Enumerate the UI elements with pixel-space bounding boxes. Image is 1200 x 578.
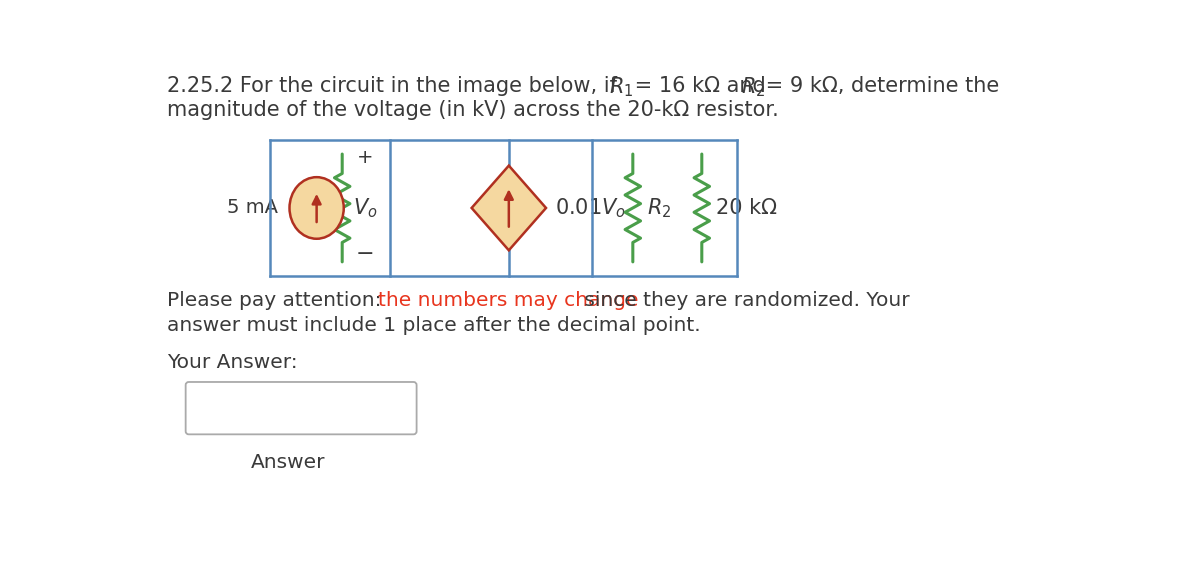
Ellipse shape — [289, 177, 343, 239]
Text: $R_2$: $R_2$ — [647, 196, 671, 220]
Text: −: − — [356, 244, 374, 264]
Text: answer must include 1 place after the decimal point.: answer must include 1 place after the de… — [167, 316, 701, 335]
Text: 5 mA: 5 mA — [227, 198, 278, 217]
Text: = 16 kΩ and: = 16 kΩ and — [628, 76, 773, 95]
Text: $V_o$: $V_o$ — [353, 196, 378, 220]
Text: 2.25.2 For the circuit in the image below, if: 2.25.2 For the circuit in the image belo… — [167, 76, 624, 95]
Text: +: + — [358, 147, 373, 166]
Text: $R_1$: $R_1$ — [301, 196, 325, 220]
Text: $R_2$: $R_2$ — [740, 76, 764, 99]
Text: magnitude of the voltage (in kV) across the 20-kΩ resistor.: magnitude of the voltage (in kV) across … — [167, 100, 779, 120]
Text: since they are randomized. Your: since they are randomized. Your — [578, 291, 910, 310]
Text: Your Answer:: Your Answer: — [167, 353, 298, 372]
FancyBboxPatch shape — [186, 382, 416, 434]
Text: Please pay attention:: Please pay attention: — [167, 291, 388, 310]
Text: $0.01V_o$: $0.01V_o$ — [556, 196, 626, 220]
Text: Answer: Answer — [251, 453, 325, 472]
Polygon shape — [472, 166, 546, 250]
Text: the numbers may change: the numbers may change — [378, 291, 638, 310]
Text: 20 kΩ: 20 kΩ — [715, 198, 776, 218]
Text: $R_1$: $R_1$ — [608, 76, 634, 99]
Text: = 9 kΩ, determine the: = 9 kΩ, determine the — [760, 76, 1000, 95]
